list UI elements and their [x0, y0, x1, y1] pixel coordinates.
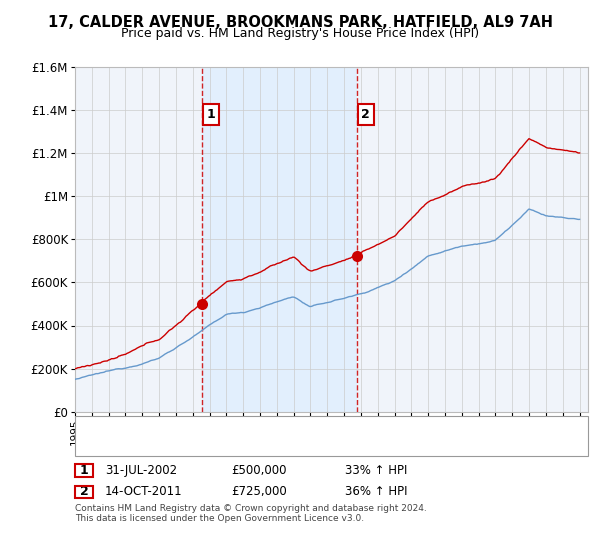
- Text: 33% ↑ HPI: 33% ↑ HPI: [345, 464, 407, 477]
- Text: Contains HM Land Registry data © Crown copyright and database right 2024.
This d: Contains HM Land Registry data © Crown c…: [75, 504, 427, 524]
- Text: £500,000: £500,000: [231, 464, 287, 477]
- Text: 2: 2: [361, 108, 370, 121]
- Text: HPI: Average price, detached house, Welwyn Hatfield: HPI: Average price, detached house, Welw…: [114, 440, 391, 450]
- Text: 31-JUL-2002: 31-JUL-2002: [105, 464, 177, 477]
- Text: 2: 2: [80, 485, 88, 498]
- Text: 36% ↑ HPI: 36% ↑ HPI: [345, 485, 407, 498]
- Text: 1: 1: [206, 108, 215, 121]
- Text: 17, CALDER AVENUE, BROOKMANS PARK, HATFIELD, AL9 7AH: 17, CALDER AVENUE, BROOKMANS PARK, HATFI…: [47, 15, 553, 30]
- Text: £725,000: £725,000: [231, 485, 287, 498]
- Text: Price paid vs. HM Land Registry's House Price Index (HPI): Price paid vs. HM Land Registry's House …: [121, 27, 479, 40]
- Text: 14-OCT-2011: 14-OCT-2011: [105, 485, 182, 498]
- Text: 17, CALDER AVENUE, BROOKMANS PARK, HATFIELD, AL9 7AH (detached house): 17, CALDER AVENUE, BROOKMANS PARK, HATFI…: [114, 422, 527, 432]
- Bar: [202, 67, 358, 412]
- Text: 1: 1: [80, 464, 88, 477]
